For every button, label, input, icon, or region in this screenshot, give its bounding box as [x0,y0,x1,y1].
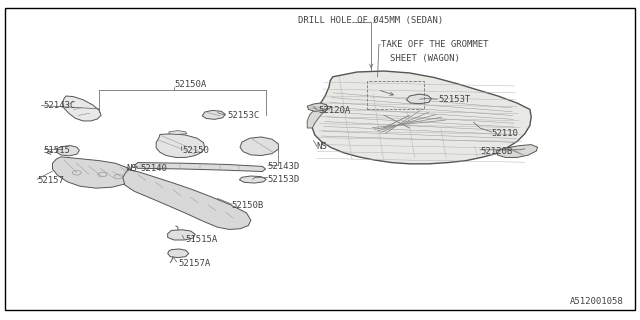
Text: A512001058: A512001058 [570,297,624,306]
Text: 52153C: 52153C [227,111,259,120]
Polygon shape [239,176,266,183]
Text: 52150A: 52150A [174,80,206,89]
Text: NS: NS [127,164,138,173]
Text: 52110: 52110 [492,129,518,138]
Polygon shape [56,146,79,156]
Text: SHEET (WAGON): SHEET (WAGON) [390,54,460,63]
Text: 52150B: 52150B [232,201,264,210]
Polygon shape [63,96,101,121]
Text: 52150: 52150 [182,146,209,155]
Polygon shape [156,134,205,157]
Text: 52143C: 52143C [44,101,76,110]
Polygon shape [307,103,328,111]
Text: NS: NS [317,142,328,151]
Polygon shape [123,170,251,229]
Text: TAKE OFF THE GROMMET: TAKE OFF THE GROMMET [381,40,489,49]
Text: 51515: 51515 [44,146,70,155]
Text: 52140: 52140 [141,164,168,173]
Polygon shape [312,71,531,164]
Polygon shape [169,131,187,134]
Polygon shape [52,157,134,188]
Text: 51515A: 51515A [186,236,218,244]
Polygon shape [134,163,266,172]
Polygon shape [168,249,189,258]
Polygon shape [240,137,278,156]
Polygon shape [496,145,538,157]
Polygon shape [202,110,225,119]
Polygon shape [307,106,332,128]
Text: 52120A: 52120A [318,106,350,115]
Text: 52143D: 52143D [268,162,300,171]
Text: DRILL HOLE OF Ø45MM (SEDAN): DRILL HOLE OF Ø45MM (SEDAN) [298,16,443,25]
Text: 52153D: 52153D [268,175,300,184]
Text: 52153T: 52153T [438,95,470,104]
Bar [367,81,424,109]
Text: 52157: 52157 [37,176,64,185]
Text: 52157A: 52157A [178,259,210,268]
Polygon shape [406,94,431,104]
Text: 52120B: 52120B [480,147,512,156]
Polygon shape [168,230,195,240]
